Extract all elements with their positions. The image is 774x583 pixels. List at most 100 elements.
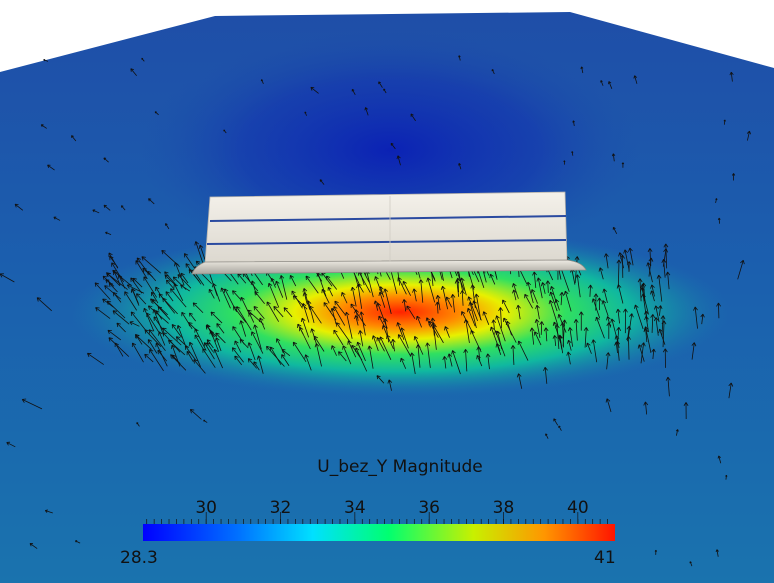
vector-arrow — [601, 300, 609, 317]
vector-arrow — [553, 418, 559, 426]
vector-arrow — [141, 57, 145, 62]
vector-arrow — [147, 305, 169, 324]
vector-arrow — [131, 342, 144, 363]
vector-arrow — [234, 355, 243, 366]
vector-arrow — [608, 81, 613, 89]
vector-arrow — [543, 366, 548, 384]
vector-arrow — [203, 419, 208, 423]
vector-arrow — [661, 320, 667, 348]
vector-arrow — [338, 351, 347, 362]
vector-arrow — [648, 257, 654, 277]
vector-arrow — [146, 312, 161, 335]
vector-arrow — [746, 130, 751, 141]
vector-arrow — [374, 276, 382, 293]
vector-arrow — [583, 327, 589, 348]
vector-arrow — [683, 402, 689, 420]
vector-arrow — [188, 322, 198, 332]
vector-arrow — [396, 155, 401, 166]
vector-arrow — [458, 162, 462, 170]
vector-arrow — [660, 315, 666, 337]
vector-arrow — [450, 294, 456, 313]
vector-arrow — [106, 272, 121, 287]
vector-arrow — [602, 288, 608, 303]
vector-arrow — [108, 252, 119, 269]
vector-arrow — [658, 305, 663, 316]
vector-arrow — [378, 81, 383, 88]
vector-arrow — [0, 273, 15, 283]
vector-arrow — [691, 342, 697, 360]
vector-arrow — [563, 160, 566, 165]
vector-arrow — [559, 292, 565, 306]
vector-arrow — [573, 319, 579, 341]
vector-arrow — [728, 382, 734, 399]
vector-arrow — [248, 312, 255, 323]
vector-arrow — [516, 304, 521, 320]
vector-arrow — [532, 271, 537, 289]
vector-arrow — [234, 340, 242, 353]
vector-arrow — [162, 327, 182, 346]
vector-arrow — [651, 348, 656, 360]
vector-arrow — [186, 350, 194, 362]
vector-arrow — [458, 55, 461, 61]
vector-arrow — [208, 288, 215, 299]
colorbar-tick-label: 40 — [567, 498, 589, 518]
vector-arrow — [304, 111, 307, 116]
vector-arrow — [192, 302, 204, 314]
vector-arrow — [606, 316, 612, 328]
colorbar — [143, 512, 615, 541]
vector-arrow — [165, 291, 174, 302]
vector-arrow — [665, 271, 671, 290]
vector-arrow — [397, 334, 412, 357]
vector-arrow — [29, 543, 38, 549]
vector-arrow — [126, 284, 145, 294]
vector-arrow — [533, 331, 542, 346]
vector-arrow — [656, 274, 663, 302]
vector-arrow — [281, 354, 290, 366]
vector-arrow — [300, 317, 310, 338]
vector-arrow — [396, 322, 405, 341]
vector-arrow — [675, 429, 679, 436]
vector-arrow — [611, 153, 616, 162]
colorbar-tick-label: 32 — [269, 498, 292, 518]
vector-arrow — [144, 353, 154, 363]
vector-arrow — [552, 321, 562, 344]
vector-arrow — [236, 306, 252, 331]
vector-arrow — [116, 322, 126, 333]
vector-arrow — [206, 324, 215, 338]
vector-arrow — [266, 301, 280, 322]
vector-arrow — [334, 300, 346, 315]
vector-arrow — [717, 455, 722, 464]
vector-arrow — [643, 401, 649, 415]
bench-object[interactable] — [191, 191, 587, 275]
vector-arrow — [71, 135, 77, 142]
vector-arrow — [610, 318, 619, 343]
vector-arrow — [562, 319, 567, 347]
vector-arrow — [94, 282, 111, 300]
vector-arrow — [135, 333, 143, 345]
vector-arrow — [253, 324, 262, 350]
vector-arrow — [653, 317, 659, 336]
vector-arrow — [283, 307, 293, 318]
vector-arrow — [289, 274, 297, 287]
vector-arrow — [606, 322, 612, 339]
vector-arrow — [580, 66, 584, 74]
vector-arrow — [378, 315, 385, 327]
vector-arrow — [43, 58, 49, 62]
vector-arrow — [605, 398, 612, 413]
vector-arrow — [454, 279, 460, 297]
vector-arrow — [386, 334, 394, 350]
vector-arrow — [193, 359, 206, 374]
vector-arrow — [151, 299, 167, 317]
vector-arrow — [552, 335, 558, 346]
vector-arrow — [529, 327, 535, 345]
vector-arrow — [273, 305, 284, 318]
colorbar-tick-label: 30 — [195, 498, 217, 518]
vector-arrow — [587, 284, 593, 297]
vector-arrow — [586, 342, 592, 354]
vector-arrow — [716, 302, 721, 319]
vector-arrow — [304, 354, 312, 371]
vector-arrow — [143, 307, 155, 332]
vector-arrow — [402, 280, 411, 296]
